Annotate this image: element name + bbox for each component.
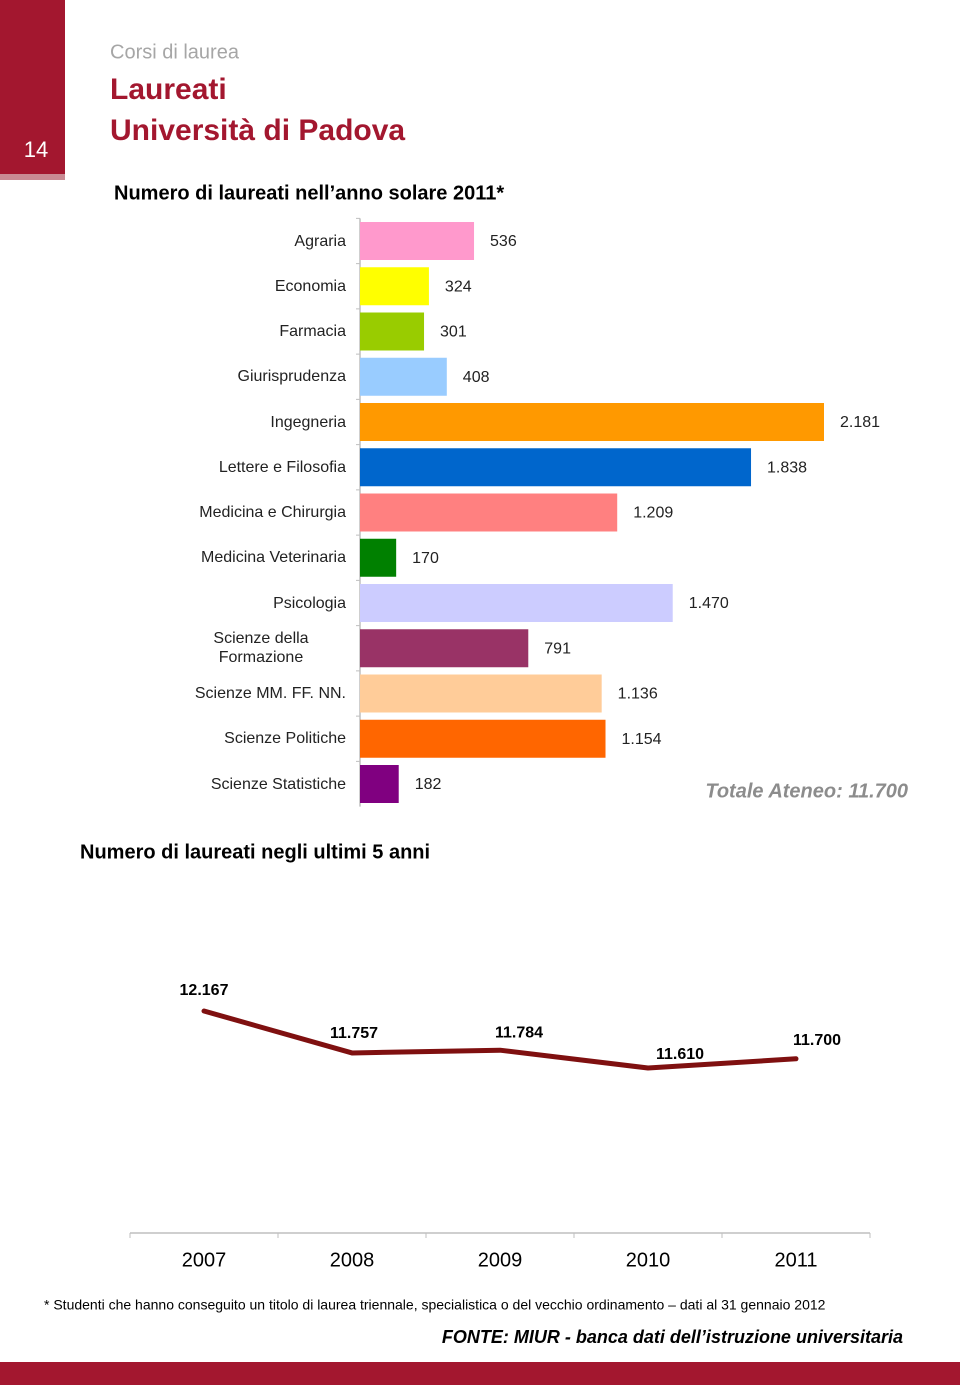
- value-label: 182: [415, 776, 442, 793]
- header-band: [0, 0, 65, 180]
- category-label: Agraria: [294, 232, 346, 250]
- value-label: 11.757: [330, 1025, 378, 1042]
- x-tick-label: 2009: [478, 1249, 523, 1271]
- value-label: 1.136: [618, 686, 658, 703]
- value-label: 11.784: [495, 1024, 543, 1041]
- x-tick-label: 2011: [774, 1249, 817, 1271]
- category-label: Scienze Politiche: [224, 730, 346, 748]
- source: FONTE: MIUR - banca dati dell’istruzione…: [442, 1327, 903, 1347]
- page-number: 14: [24, 137, 48, 162]
- bar: [360, 403, 824, 441]
- bar: [360, 538, 397, 577]
- x-tick-label: 2007: [182, 1249, 227, 1271]
- value-label: 1.838: [767, 459, 807, 476]
- category-label: Ingegneria: [270, 413, 346, 431]
- category-label: Scienze Statistiche: [210, 775, 346, 793]
- category-label: Scienze MM. FF. NN.: [194, 685, 346, 702]
- bar: [360, 448, 752, 487]
- bar: [360, 222, 475, 260]
- value-label: 408: [463, 369, 490, 386]
- bar: [360, 629, 529, 668]
- page-title: Università di Padova: [110, 114, 405, 147]
- category-label: Medicina e Chirurgia: [199, 504, 346, 521]
- header-band-edge: [0, 174, 65, 180]
- bar: [360, 357, 447, 396]
- bar: [360, 674, 602, 713]
- annotation: Totale Ateneo: 11.700: [705, 780, 908, 802]
- bar: [360, 267, 429, 306]
- category-label: Medicina Veterinaria: [201, 549, 346, 567]
- category-label: Economia: [274, 277, 346, 295]
- bar: [360, 719, 606, 758]
- value-label: 1.209: [633, 505, 673, 522]
- value-label: 791: [544, 640, 571, 657]
- value-label: 1.470: [689, 595, 729, 612]
- footnote: * Studenti che hanno conseguito un titol…: [44, 1297, 826, 1313]
- value-label: 536: [490, 233, 517, 250]
- category-label: Lettere e Filosofia: [218, 458, 346, 476]
- footer-band: [0, 1362, 960, 1385]
- section-label: Corsi di laurea: [110, 41, 240, 63]
- category-label: Farmacia: [279, 323, 346, 340]
- category-label: Giurisprudenza: [237, 368, 347, 386]
- value-label: 301: [440, 324, 467, 341]
- category-label: Psicologia: [273, 594, 346, 612]
- chart-title: Numero di laureati negli ultimi 5 anni: [80, 841, 430, 863]
- value-label: 324: [445, 278, 472, 295]
- bar: [360, 493, 618, 532]
- bar: [360, 312, 425, 351]
- chart-title: Numero di laureati nell’anno solare 2011…: [114, 182, 504, 204]
- category-label: Scienze della Formazione: [213, 630, 309, 667]
- value-label: 11.610: [656, 1046, 704, 1063]
- bar: [360, 584, 673, 622]
- value-label: 170: [412, 550, 439, 567]
- x-tick-label: 2010: [626, 1249, 671, 1271]
- page-title: Laureati: [110, 73, 227, 106]
- x-tick-label: 2008: [330, 1249, 375, 1271]
- bar: [360, 765, 399, 803]
- value-label: 11.700: [793, 1032, 841, 1049]
- value-label: 12.167: [180, 982, 229, 999]
- value-label: 1.154: [622, 731, 662, 748]
- value-label: 2.181: [840, 414, 880, 431]
- line-series: [201, 1008, 799, 1071]
